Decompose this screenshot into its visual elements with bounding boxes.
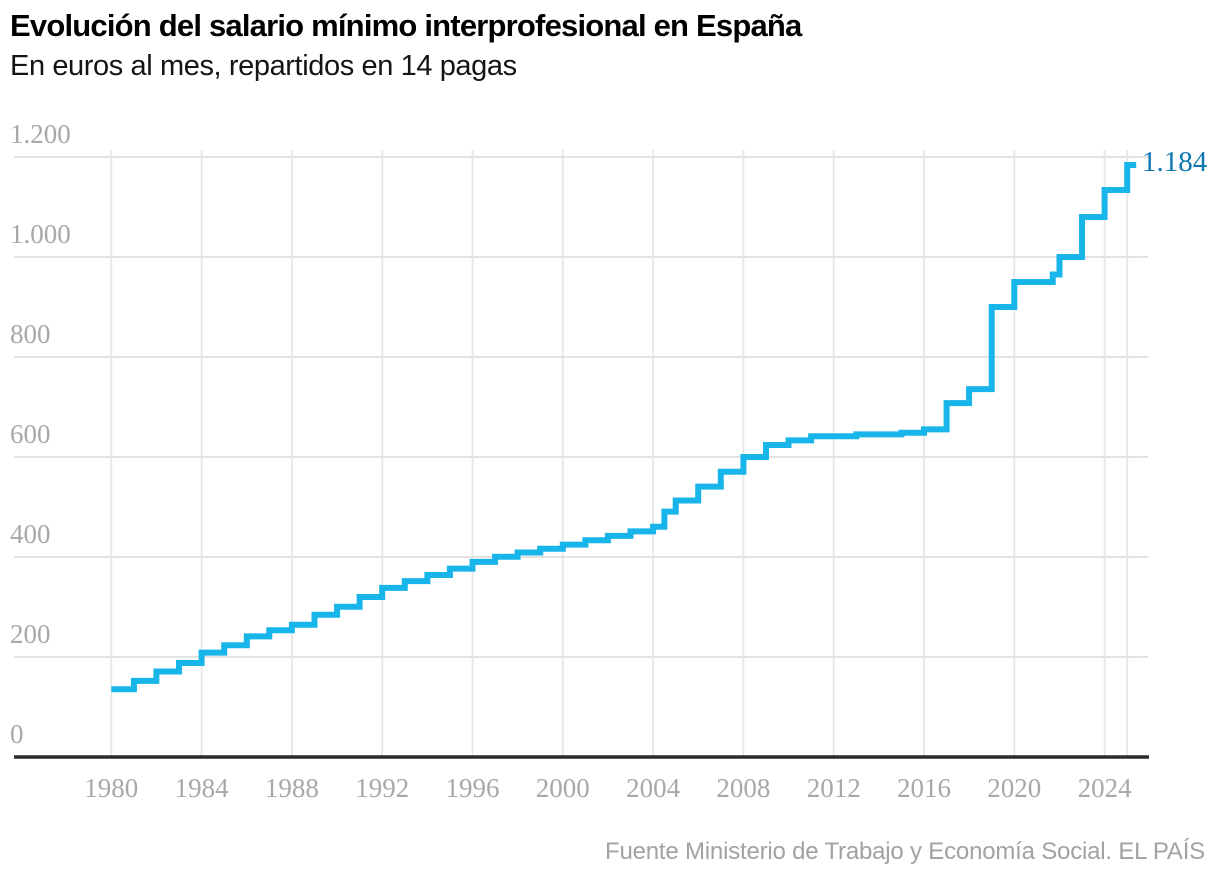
y-gridlines <box>14 156 1148 658</box>
x-tick-label: 2024 <box>1078 773 1133 803</box>
x-tick-labels: 1980 1984 1988 1992 1996 2000 2004 2008 2012 2016… <box>84 773 1132 803</box>
end-value-label: 1.184 <box>1142 146 1208 178</box>
source-credit: Fuente Ministerio de Trabajo y Economía … <box>605 838 1205 865</box>
smi-step-line <box>111 162 1137 693</box>
x-tick-label: 2020 <box>987 773 1041 803</box>
x-gridlines <box>110 150 1129 757</box>
x-tick-label: 2004 <box>626 773 681 803</box>
y-tick-label: 0 <box>10 719 24 749</box>
x-tick-label: 2012 <box>807 773 861 803</box>
chart-title: Evolución del salario mínimo interprofes… <box>10 8 802 43</box>
x-tick-label: 2016 <box>897 773 951 803</box>
y-tick-label: 800 <box>10 319 51 349</box>
y-tick-label: 200 <box>10 619 51 649</box>
x-tick-label: 2000 <box>536 773 590 803</box>
chart-subtitle: En euros al mes, repartidos en 14 pagas <box>10 50 517 82</box>
x-tick-label: 1996 <box>446 773 500 803</box>
x-tick-label: 1988 <box>265 773 319 803</box>
y-tick-label: 1.200 <box>10 119 71 149</box>
x-tick-label: 1984 <box>175 773 230 803</box>
y-tick-labels: 0 200 400 600 800 1.000 1.200 <box>10 119 71 749</box>
y-tick-label: 1.000 <box>10 219 71 249</box>
y-tick-label: 600 <box>10 419 51 449</box>
x-tick-label: 2008 <box>716 773 770 803</box>
x-tick-label: 1980 <box>84 773 138 803</box>
x-tick-label: 1992 <box>355 773 409 803</box>
y-tick-label: 400 <box>10 519 51 549</box>
